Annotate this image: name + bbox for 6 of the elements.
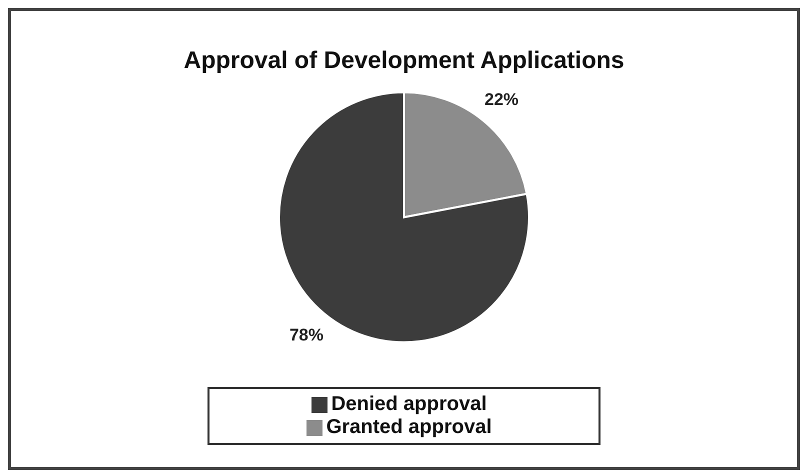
- data-label: 78%: [289, 326, 324, 345]
- legend-label: Denied approval: [331, 393, 487, 415]
- pie-slice: [278, 91, 530, 344]
- chart-title: Approval of Development Applications: [182, 47, 626, 75]
- data-label: 22%: [484, 90, 519, 109]
- legend-label: Granted approval: [326, 416, 492, 438]
